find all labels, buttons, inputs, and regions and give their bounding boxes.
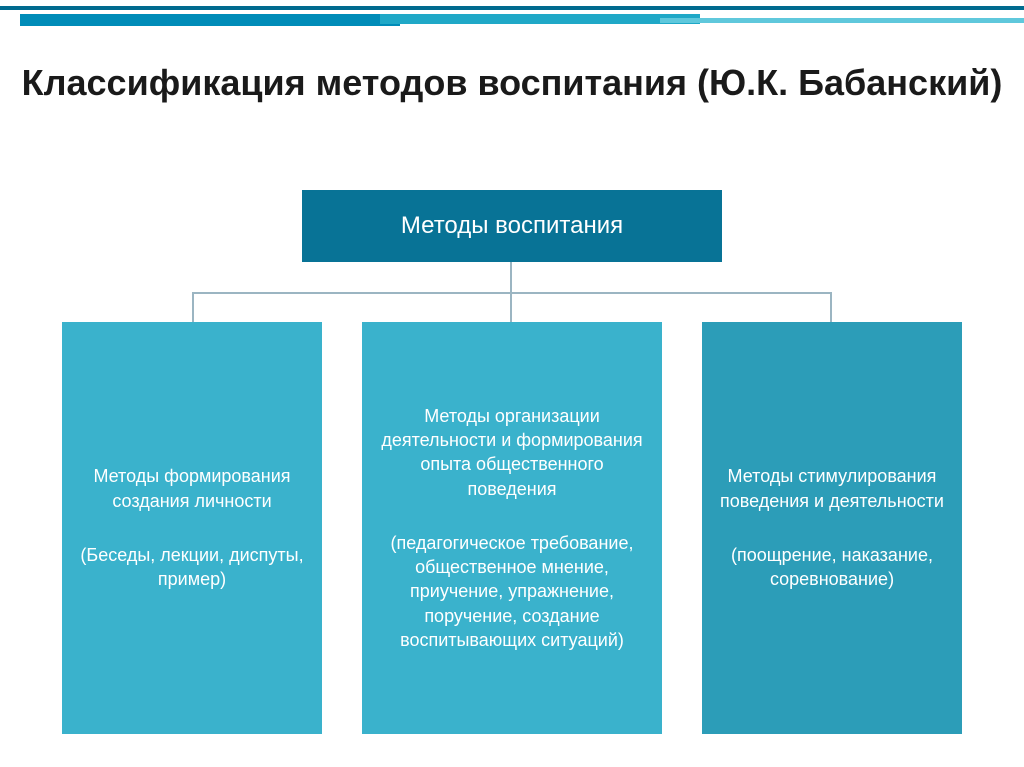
connector-child-1 [192, 292, 194, 322]
tree-child-node-1: Методы формирования создания личности (Б… [62, 322, 322, 734]
connector-child-3 [830, 292, 832, 322]
tree-root-node: Методы воспитания [302, 190, 722, 262]
connector-horizontal [192, 292, 832, 294]
child-2-heading: Методы организации деятельности и формир… [376, 404, 648, 501]
child-3-heading: Методы стимулирования поведения и деятел… [716, 464, 948, 513]
border-stripe-4 [660, 18, 1024, 23]
child-1-heading: Методы формирования создания личности [76, 464, 308, 513]
border-stripe-1 [0, 6, 1024, 10]
connector-root-vertical [510, 262, 512, 292]
child-2-sub: (педагогическое требование, общественное… [376, 531, 648, 652]
child-1-sub: (Беседы, лекции, диспуты, пример) [76, 543, 308, 592]
border-stripe-3 [380, 14, 700, 24]
slide-title: Классификация методов воспитания (Ю.К. Б… [0, 60, 1024, 107]
tree-root-label: Методы воспитания [401, 212, 623, 240]
slide-top-border [0, 0, 1024, 28]
tree-child-node-2: Методы организации деятельности и формир… [362, 322, 662, 734]
tree-child-node-3: Методы стимулирования поведения и деятел… [702, 322, 962, 734]
connector-child-2 [510, 292, 512, 322]
child-3-sub: (поощрение, наказание, соревнование) [716, 543, 948, 592]
border-stripe-2 [20, 14, 400, 26]
